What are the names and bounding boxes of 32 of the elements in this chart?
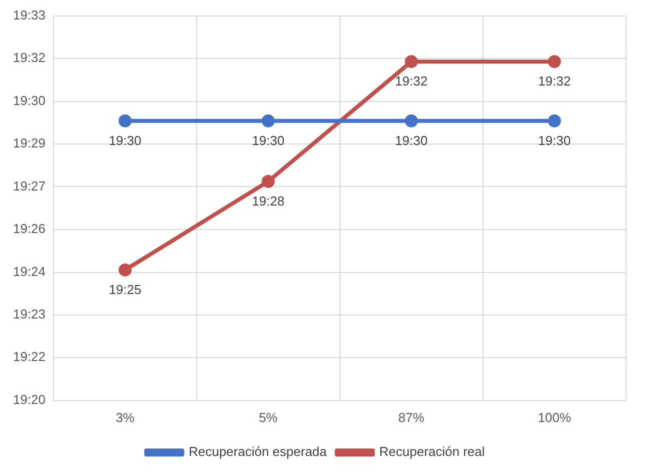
data-label: 19:30 xyxy=(252,132,284,148)
point xyxy=(118,263,132,276)
y-tick-label: 19:20 xyxy=(12,392,46,407)
legend-label: Recuperación esperada xyxy=(188,444,328,460)
data-label: 19:30 xyxy=(108,132,142,148)
y-tick-label: 19:30 xyxy=(12,92,46,108)
y-tick-label: 19:26 xyxy=(12,221,46,236)
point xyxy=(548,55,561,68)
y-tick-label: 19:24 xyxy=(12,264,46,279)
point xyxy=(404,55,418,68)
y-tick-label: 19:32 xyxy=(12,50,46,66)
data-label: 19:32 xyxy=(395,74,428,89)
point xyxy=(118,114,132,128)
data-label: 19:28 xyxy=(252,193,284,208)
point xyxy=(262,114,275,128)
x-tick-label: 5% xyxy=(258,410,278,425)
y-tick-label: 19:29 xyxy=(12,136,46,151)
legend-label: Recuperación real xyxy=(379,444,485,460)
y-tick-label: 19:23 xyxy=(12,306,46,322)
x-tick-label: 100% xyxy=(538,410,572,425)
y-tick-label: 19:22 xyxy=(12,349,46,364)
data-label: 19:32 xyxy=(538,74,571,89)
point xyxy=(262,174,275,188)
y-tick-label: 19:33 xyxy=(12,7,46,22)
point xyxy=(404,114,418,128)
x-tick-label: 87% xyxy=(398,410,425,425)
data-label: 19:25 xyxy=(108,282,142,298)
y-tick-label: 19:27 xyxy=(12,178,46,194)
x-tick-label: 3% xyxy=(116,410,135,425)
data-label: 19:30 xyxy=(395,132,428,148)
data-label: 19:30 xyxy=(538,132,571,148)
point xyxy=(548,114,561,128)
